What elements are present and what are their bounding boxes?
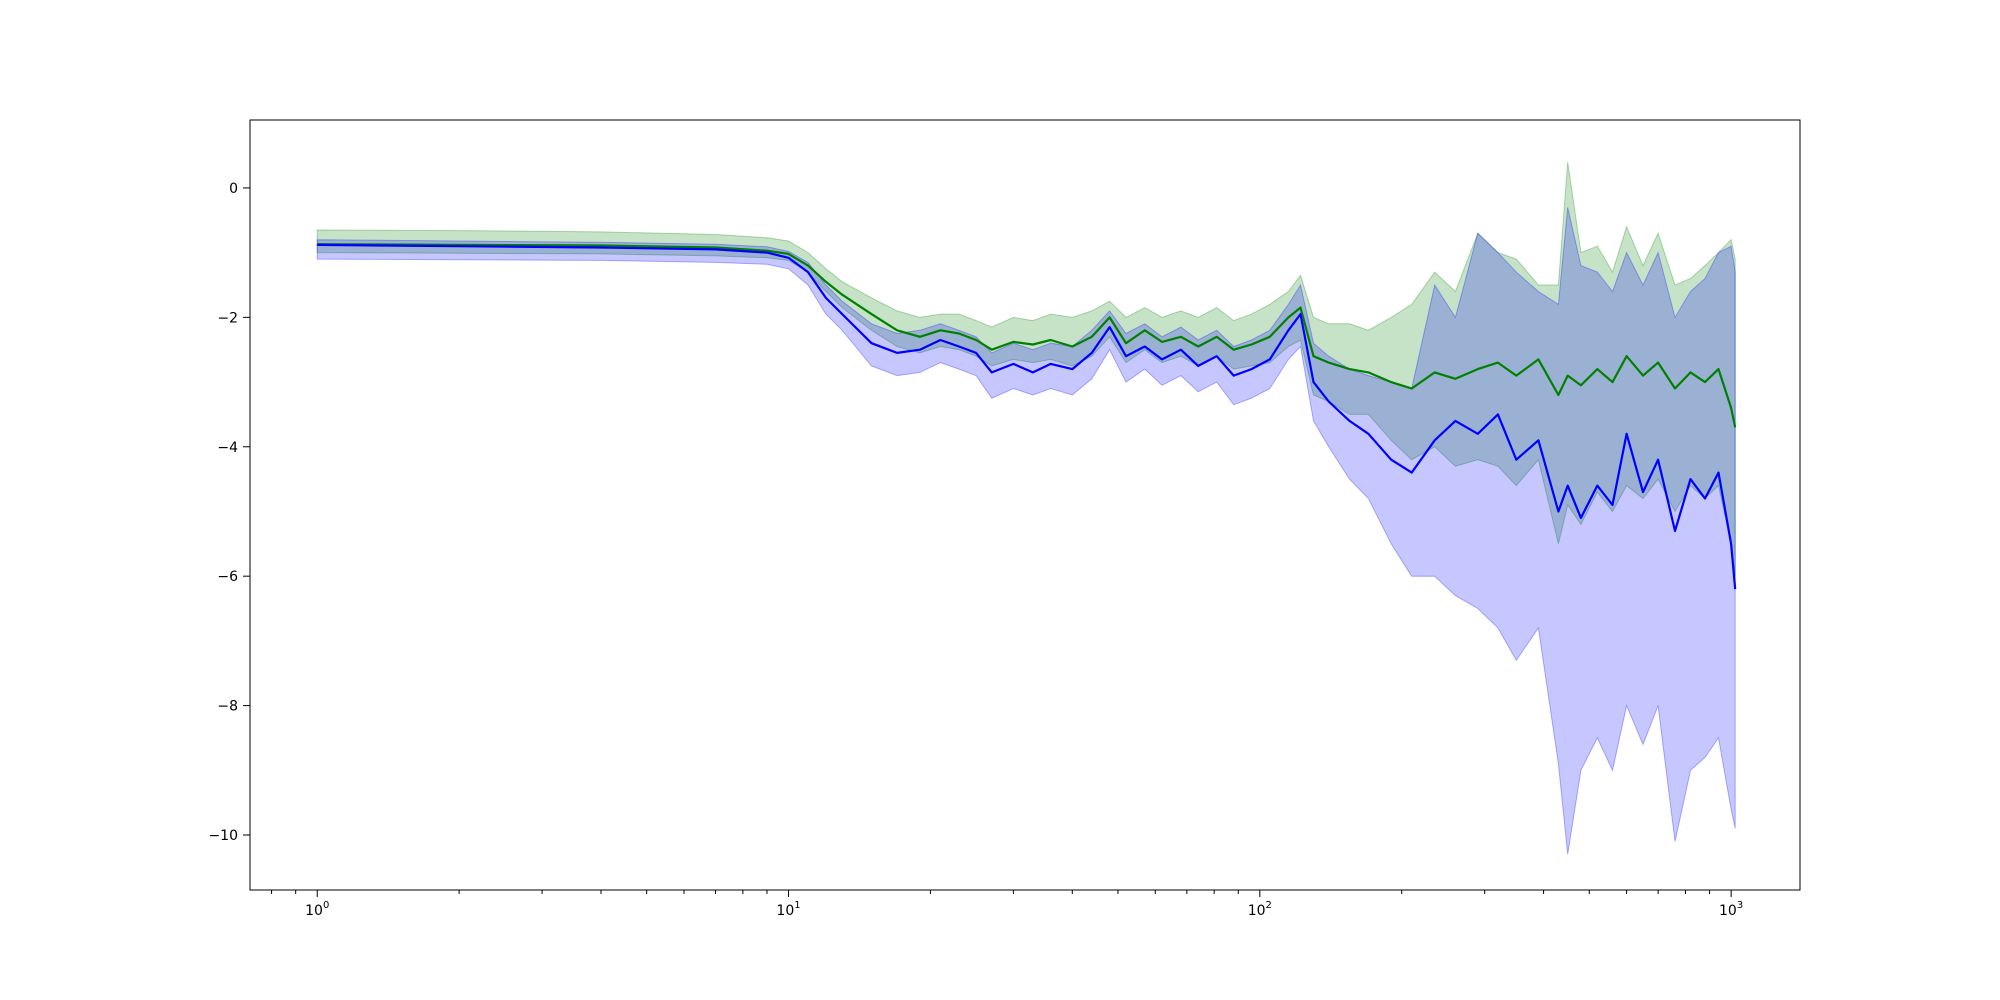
y-tick-label: −6 <box>217 569 238 585</box>
y-axis: 0 −2 −4 −6 −8 −10 <box>208 181 250 844</box>
x-tick-label: 100 <box>305 900 329 919</box>
y-tick-label: 0 <box>229 181 238 197</box>
series-lines <box>317 243 1737 590</box>
x-tick-label: 101 <box>776 900 800 919</box>
x-axis: 100 101 102 103 <box>271 890 1743 919</box>
x-tick-label: 102 <box>1248 900 1272 919</box>
y-tick-label: −2 <box>217 310 238 326</box>
plot-frame <box>249 119 1801 891</box>
x-tick-label: 103 <box>1719 900 1743 919</box>
y-tick-label: −10 <box>208 828 238 844</box>
y-tick-label: −4 <box>217 440 238 456</box>
series-2-band <box>316 207 1736 855</box>
series-1-band <box>316 162 1736 577</box>
series-1-line <box>317 243 1737 428</box>
series-2-line <box>317 243 1737 590</box>
y-tick-label: −8 <box>217 699 238 715</box>
confidence-bands <box>316 162 1736 855</box>
